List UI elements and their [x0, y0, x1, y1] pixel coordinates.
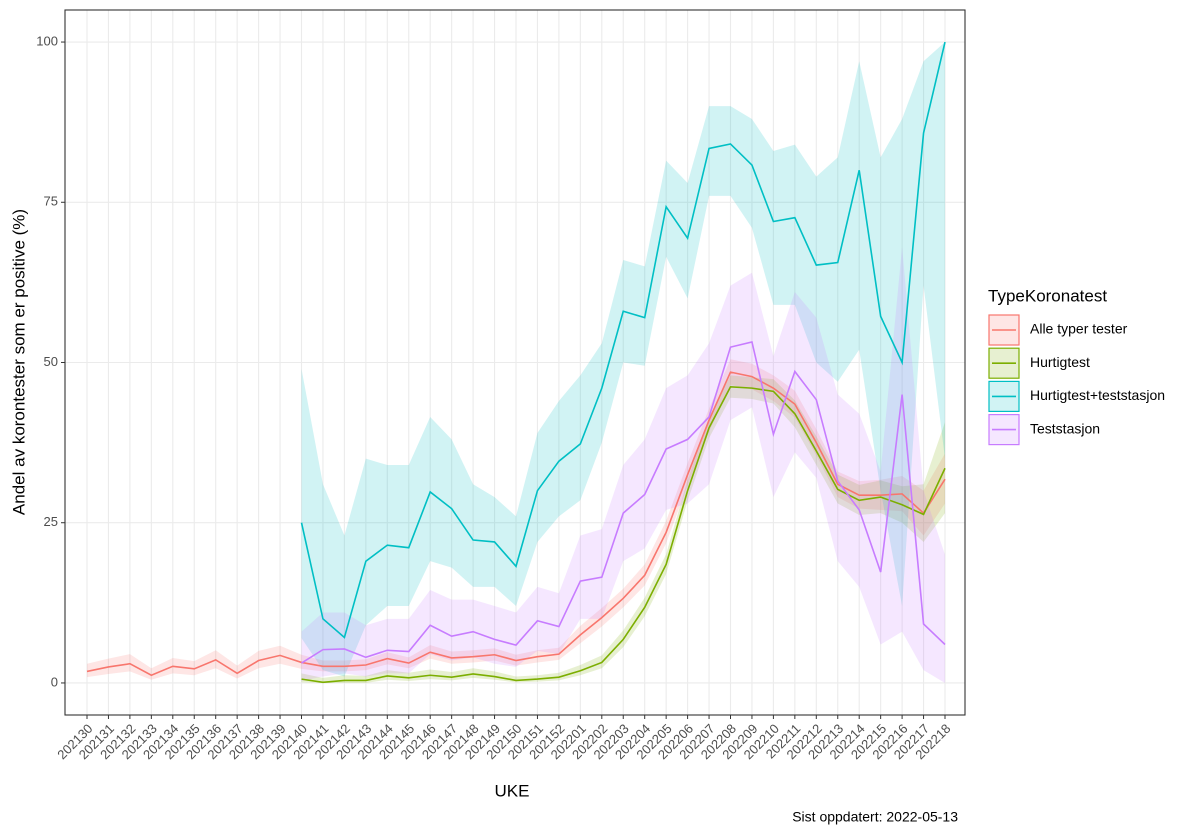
series-line [301, 386, 946, 684]
y-tick-label: 100 [36, 33, 58, 48]
legend-label: Hurtigtest [1030, 354, 1090, 370]
series-line [301, 341, 946, 664]
series-line [300, 41, 946, 639]
x-axis-title: UKE [495, 781, 530, 800]
y-tick-label: 25 [44, 514, 58, 529]
legend-title: TypeKoronatest [988, 286, 1107, 305]
caption: Sist oppdatert: 2022-05-13 [792, 809, 958, 825]
confidence-band [301, 247, 945, 683]
legend-label: Alle typer tester [1030, 321, 1128, 337]
y-tick-label: 75 [44, 194, 58, 209]
legend-label: Hurtigtest+teststasjon [1030, 387, 1165, 403]
y-tick-label: 50 [44, 354, 58, 369]
series-line [86, 371, 946, 677]
legend-label: Teststasjon [1030, 420, 1100, 436]
confidence-band [301, 42, 945, 677]
y-tick-label: 0 [51, 674, 58, 689]
y-axis-title: Andel av korontester som er positive (%) [9, 209, 28, 515]
